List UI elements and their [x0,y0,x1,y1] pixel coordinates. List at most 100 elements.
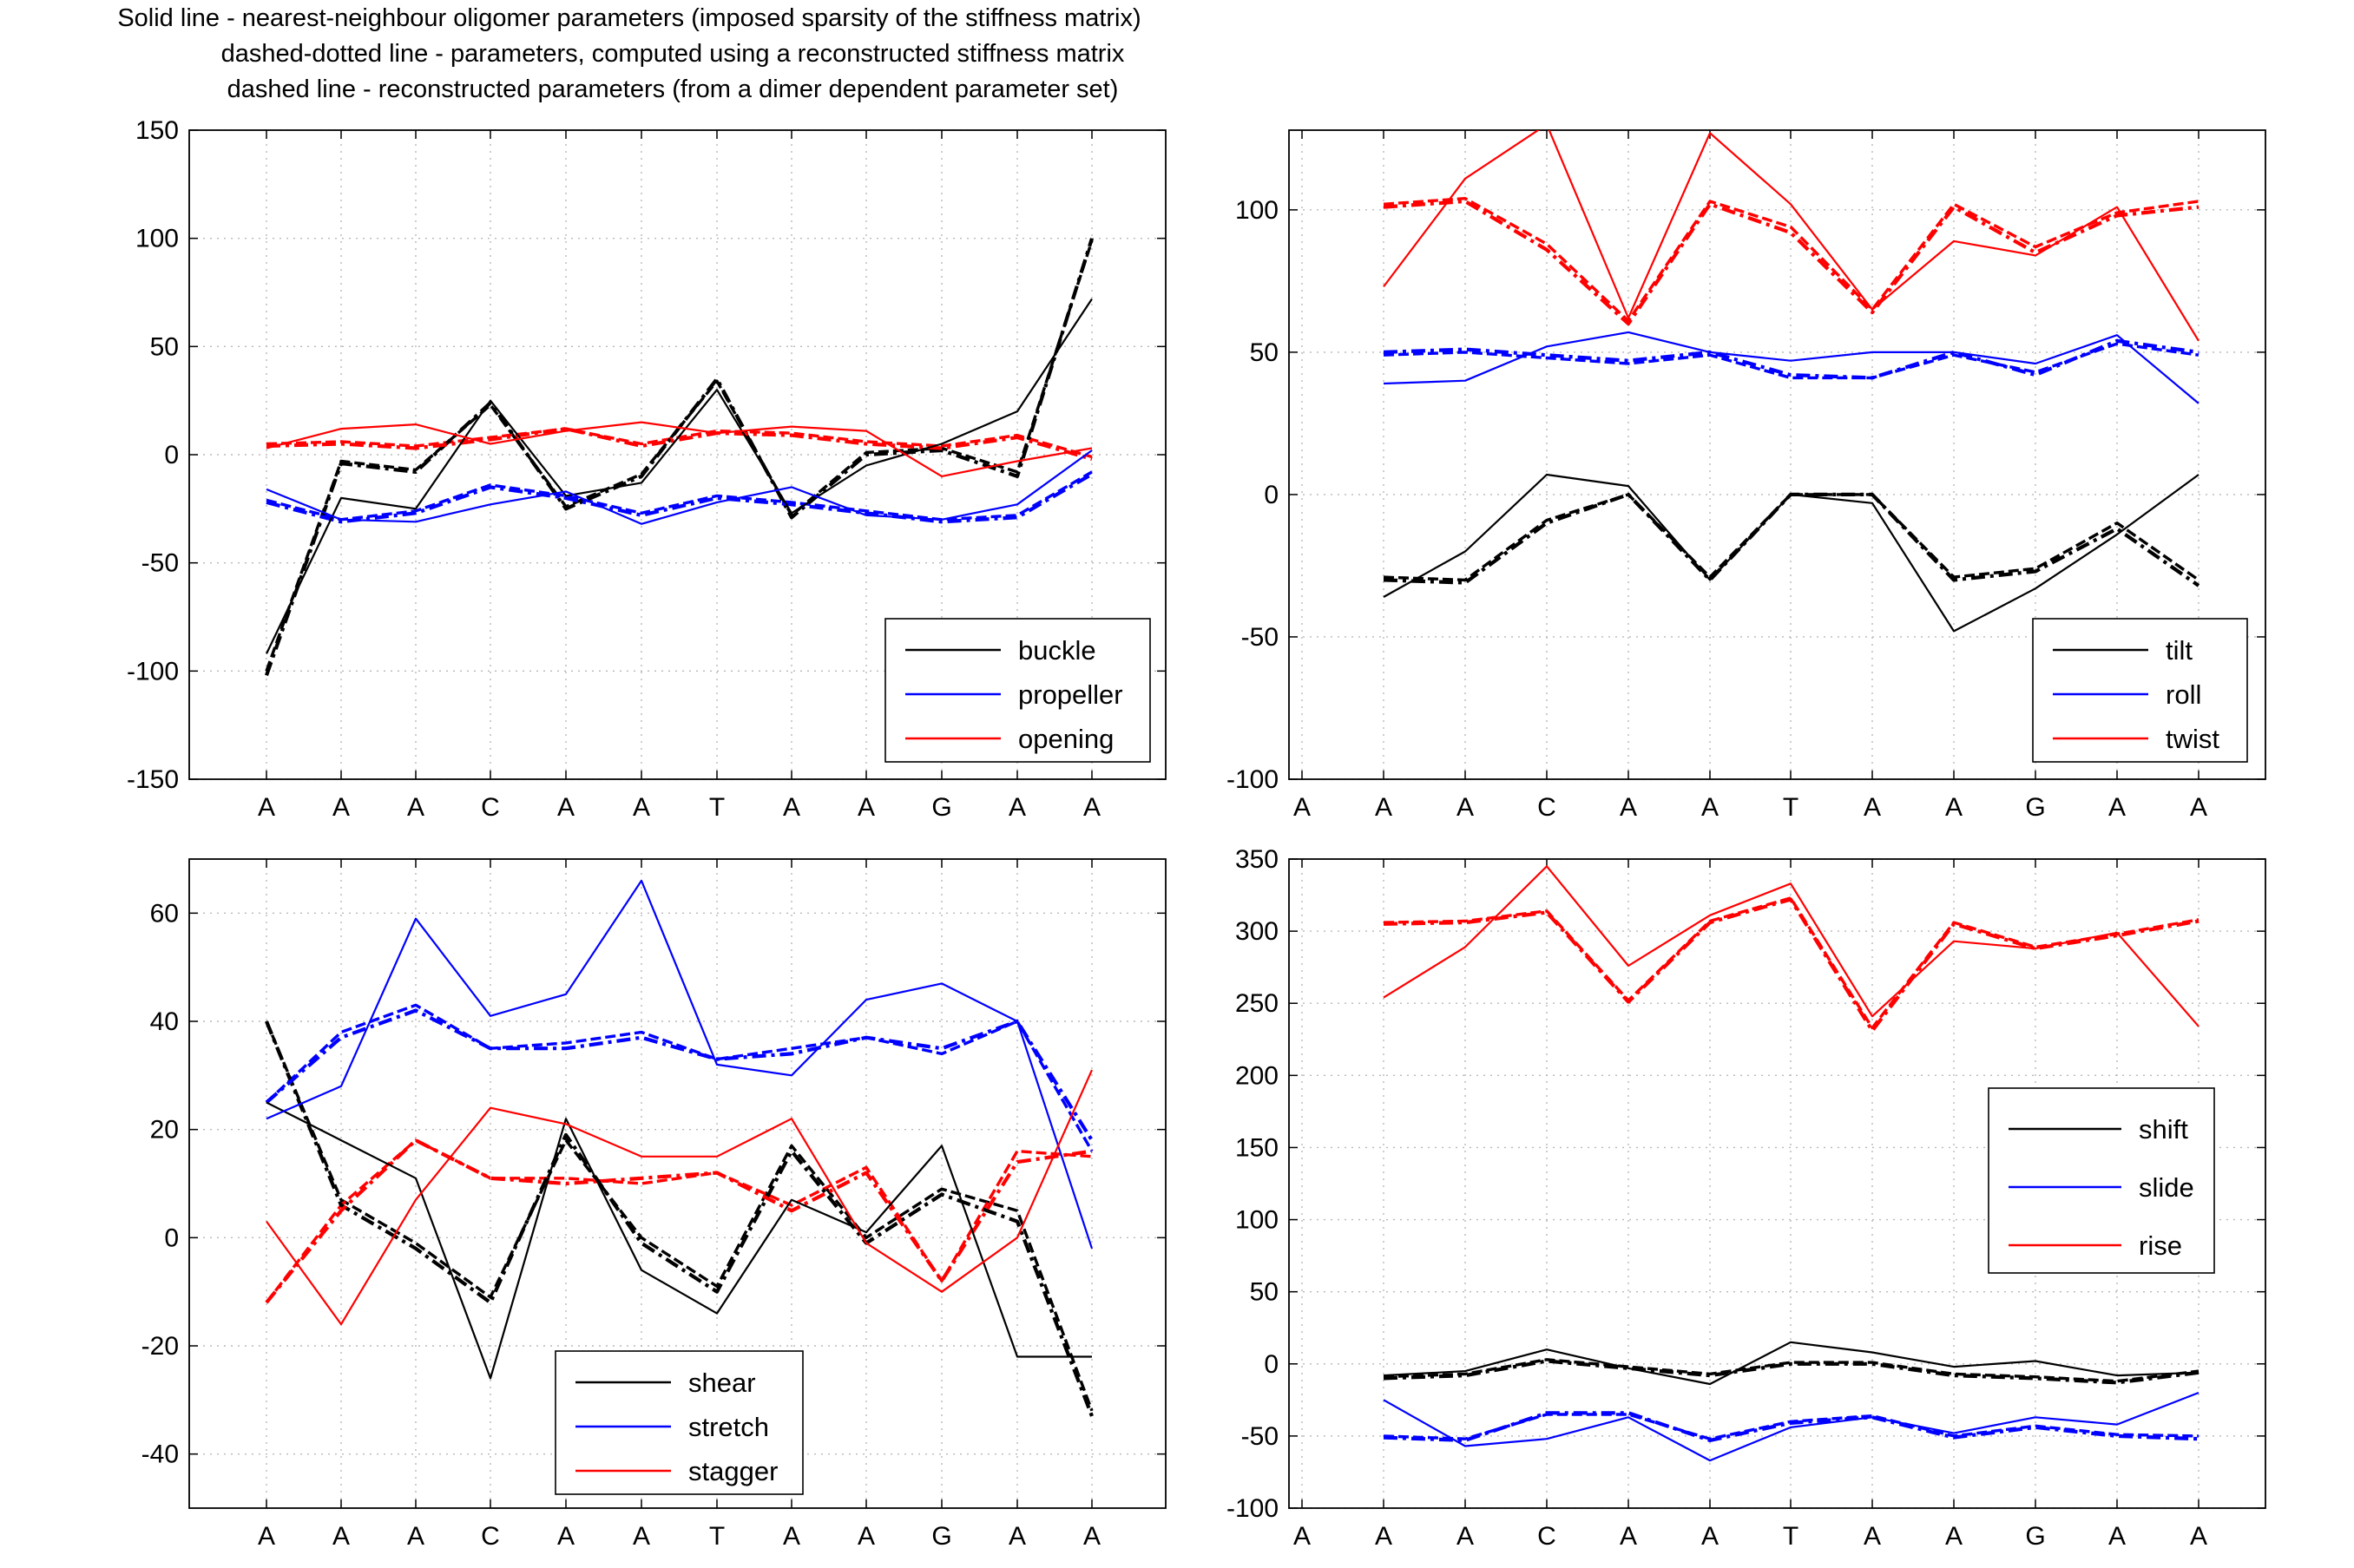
y-tick-label-5: 40 [150,1007,179,1036]
series-tilt-dashed [1383,493,2199,582]
y-tick-label-1: -100 [1226,765,1279,794]
x-tick-label-8: A [783,1522,800,1551]
axes-frame [1288,858,2266,1509]
x-tick-label-12: A [1083,793,1101,822]
title-line-2: dashed-dotted line - parameters, compute… [221,40,1125,68]
series-shear-dashed [265,1020,1094,1412]
y-tick-label-5: 100 [1235,196,1279,225]
series-roll-dashdot [1383,338,2199,380]
y-tick-label-4: 50 [1250,338,1279,367]
x-tick-label-11: A [1009,1522,1026,1551]
x-tick-label-10: G [2025,1522,2045,1551]
series-rise-dashed [1383,896,2199,1030]
series-stagger-dashdot [265,1138,1093,1304]
y-tick-label-5: 50 [150,332,179,361]
x-tick-label-3: A [1456,793,1474,822]
x-tick-label-10: G [931,793,951,822]
series-stagger-solid [266,1069,1094,1326]
x-tick-label-10: G [931,1522,951,1551]
x-tick-label-4: C [1537,1522,1556,1551]
x-tick-label-2: A [332,793,350,822]
series-tilt-solid [1383,473,2199,633]
x-tick-label-1: A [1293,793,1311,822]
series-slide-dashdot [1383,1411,2199,1443]
series-propeller-dashed [266,470,1093,522]
y-tick-label-4: 20 [150,1116,179,1145]
legend-label-propeller: propeller [1018,679,1123,710]
series-shift-dashdot [1383,1359,2199,1385]
legend-label-roll: roll [2166,679,2201,710]
y-tick-label-7: 200 [1235,1061,1279,1090]
series-shift-dashed [1383,1358,2199,1383]
y-tick-label-10: 350 [1235,845,1279,874]
legend: shear stretch stagger [555,1350,804,1495]
y-tick-label-2: -50 [1241,1422,1279,1451]
x-tick-label-3: A [407,793,424,822]
y-tick-label-3: 0 [1264,1350,1279,1379]
x-tick-label-8: A [1864,793,1881,822]
x-tick-label-12: A [2190,793,2207,822]
series-lines [265,238,1095,676]
y-tick-label-9: 300 [1235,917,1279,946]
axes-frame [1288,129,2266,780]
y-tick-label-1: -40 [141,1440,179,1469]
y-tick-label-3: -50 [141,549,179,578]
x-tick-label-1: A [258,1522,275,1551]
x-tick-label-2: A [1375,793,1392,822]
y-tick-label-7: 150 [135,116,179,145]
y-tick-label-4: 50 [1250,1278,1279,1307]
x-tick-label-7: T [1783,1522,1798,1551]
series-buckle-solid [266,298,1093,654]
x-tick-label-3: A [407,1522,424,1551]
series-roll-solid [1383,331,2199,404]
x-tick-label-9: A [1945,793,1963,822]
series-stagger-dashed [265,1138,1093,1304]
x-tick-label-9: A [858,793,875,822]
series-propeller-dashdot [266,472,1094,524]
series-lines [1383,865,2199,1462]
x-tick-label-11: A [2108,1522,2126,1551]
y-tick-label-6: 150 [1235,1133,1279,1162]
legend-label-rise: rise [2139,1230,2182,1261]
x-tick-label-11: A [2108,793,2126,822]
title-line-1: Solid line - nearest-neighbour oligomer … [117,4,1141,32]
x-tick-label-6: A [1701,793,1719,822]
y-tick-label-2: -100 [127,657,179,686]
x-tick-label-7: T [1783,793,1798,822]
y-tick-label-1: -150 [127,765,179,794]
axes-frame [188,858,1167,1509]
legend-label-opening: opening [1018,724,1114,754]
chart-panel-4: -100 -50 0 50 100 150 200 250 300 350 A A A C A A T A A G A A… [1226,845,2266,1551]
x-tick-label-1: A [1293,1522,1311,1551]
x-tick-label-6: A [1701,1522,1719,1551]
series-stretch-dashdot [265,1008,1094,1142]
series-opening-solid [266,421,1093,478]
x-tick-label-4: C [481,1522,500,1551]
y-tick-label-8: 250 [1235,989,1279,1018]
x-tick-label-2: A [1375,1522,1392,1551]
x-tick-label-1: A [258,793,275,822]
y-tick-label-6: 100 [135,225,179,253]
series-lines [265,879,1094,1417]
x-tick-label-5: A [557,1522,575,1551]
x-tick-label-7: T [709,1522,725,1551]
legend-box [1988,1087,2215,1274]
series-shear-dashdot [265,1020,1094,1417]
series-rise-solid [1383,865,2199,1027]
legend-label-buckle: buckle [1018,635,1096,666]
series-roll-dashed [1383,342,2199,380]
legend-label-shift: shift [2139,1114,2188,1145]
x-tick-label-8: A [783,793,800,822]
series-opening-dashdot [266,427,1093,462]
x-tick-label-11: A [1009,793,1026,822]
y-tick-label-1: -100 [1226,1494,1279,1523]
y-tick-label-3: 0 [1264,481,1279,509]
legend-label-stretch: stretch [688,1412,769,1442]
y-tick-label-2: -20 [141,1332,179,1361]
x-tick-label-10: G [2025,793,2045,822]
legend: tilt roll twist [2032,618,2248,763]
x-tick-label-2: A [332,1522,350,1551]
y-tick-label-2: -50 [1241,623,1279,652]
